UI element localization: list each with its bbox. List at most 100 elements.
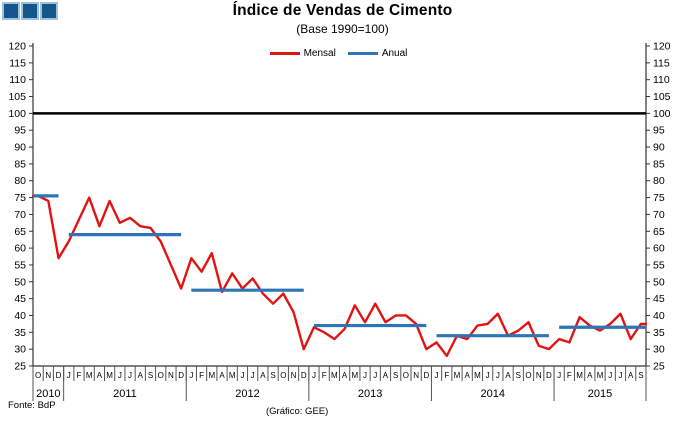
month-label: O <box>403 371 409 380</box>
y-axis-label-right: 100 <box>653 108 671 120</box>
y-axis-label-right: 110 <box>653 74 670 86</box>
month-label: D <box>56 371 62 380</box>
anual-line-swatch <box>347 52 378 55</box>
y-axis-label-left: 115 <box>9 57 26 69</box>
year-label: 2013 <box>358 388 382 400</box>
month-label: S <box>393 371 398 380</box>
y-axis-label-right: 115 <box>653 57 670 69</box>
y-axis-label-left: 85 <box>14 158 26 170</box>
month-label: J <box>312 371 316 380</box>
month-label: A <box>505 371 511 380</box>
month-label: J <box>128 371 132 380</box>
month-label: A <box>260 371 266 380</box>
y-axis-label-left: 40 <box>14 310 26 322</box>
month-label: J <box>240 371 244 380</box>
month-label: N <box>45 371 51 380</box>
y-axis-label-right: 40 <box>653 310 665 322</box>
y-axis-label-left: 60 <box>14 243 26 255</box>
month-label: M <box>597 371 604 380</box>
month-label: A <box>383 371 389 380</box>
month-label: J <box>373 371 377 380</box>
chart-legend: Mensal Anual <box>0 48 685 59</box>
y-axis-label-right: 95 <box>653 125 665 137</box>
month-label: J <box>118 371 122 380</box>
y-axis-label-left: 120 <box>8 41 26 53</box>
y-axis-label-left: 65 <box>14 226 26 238</box>
chart-title: Índice de Vendas de Cimento <box>232 2 453 19</box>
y-axis-label-left: 95 <box>14 125 26 137</box>
month-label: N <box>536 371 542 380</box>
month-label: J <box>363 371 367 380</box>
monthly-series-line <box>31 194 648 358</box>
y-axis-label-right: 25 <box>653 361 665 373</box>
y-axis-label-left: 90 <box>14 142 26 154</box>
y-axis-label-right: 75 <box>653 192 665 204</box>
source-note: Fonte: BdP <box>8 400 56 411</box>
year-label: 2015 <box>588 388 612 400</box>
logo-square-icon <box>21 2 39 20</box>
month-label: M <box>576 371 583 380</box>
month-label: F <box>444 371 449 380</box>
y-axis-label-right: 105 <box>653 91 671 103</box>
y-axis-label-left: 75 <box>14 192 26 204</box>
y-axis-label-right: 55 <box>653 259 665 271</box>
month-label: M <box>351 371 358 380</box>
year-label: 2010 <box>36 388 60 400</box>
month-label: M <box>106 371 113 380</box>
month-label: M <box>331 371 338 380</box>
month-label: A <box>138 371 144 380</box>
y-axis-label-right: 120 <box>653 41 671 53</box>
month-label: M <box>229 371 236 380</box>
y-axis-label-left: 55 <box>14 259 26 271</box>
month-label: J <box>435 371 439 380</box>
month-label: D <box>423 371 429 380</box>
y-axis-label-right: 65 <box>653 226 665 238</box>
y-axis-label-left: 110 <box>9 74 26 86</box>
month-label: S <box>270 371 275 380</box>
month-label: F <box>322 371 327 380</box>
month-label: A <box>628 371 634 380</box>
month-label: O <box>525 371 531 380</box>
month-label: M <box>208 371 215 380</box>
y-axis-label-left: 105 <box>8 91 26 103</box>
month-label: J <box>496 371 500 380</box>
month-label: A <box>342 371 348 380</box>
y-axis-label-right: 30 <box>653 344 665 356</box>
month-label: A <box>219 371 225 380</box>
y-axis-label-right: 70 <box>653 209 665 221</box>
month-label: J <box>486 371 490 380</box>
credit-note: (Gráfico: GEE) <box>266 406 329 417</box>
y-axis-label-right: 80 <box>653 175 665 187</box>
month-label: M <box>86 371 93 380</box>
month-label: S <box>638 371 643 380</box>
y-axis-label-left: 70 <box>14 209 26 221</box>
logo <box>2 2 58 20</box>
month-label: A <box>587 371 593 380</box>
month-label: J <box>67 371 71 380</box>
month-label: F <box>567 371 572 380</box>
y-axis-label-left: 30 <box>14 344 26 356</box>
month-label: S <box>516 371 521 380</box>
y-axis-label-right: 60 <box>653 243 665 255</box>
month-label: O <box>280 371 286 380</box>
year-label: 2011 <box>113 388 137 400</box>
year-label: 2014 <box>481 388 505 400</box>
month-label: J <box>189 371 193 380</box>
y-axis-label-right: 90 <box>653 142 665 154</box>
month-label: N <box>168 371 174 380</box>
y-axis-label-left: 45 <box>14 293 26 305</box>
month-label: J <box>618 371 622 380</box>
logo-square-icon <box>40 2 58 20</box>
y-axis-label-left: 35 <box>14 327 26 339</box>
year-label: 2012 <box>235 388 259 400</box>
mensal-line-swatch <box>269 52 300 55</box>
y-axis-label-right: 50 <box>653 276 665 288</box>
month-label: A <box>465 371 471 380</box>
month-label: J <box>557 371 561 380</box>
y-axis-label-right: 85 <box>653 158 665 170</box>
y-axis-label-right: 45 <box>653 293 665 305</box>
month-label: O <box>35 371 41 380</box>
anual-legend-label: Anual <box>381 48 408 59</box>
